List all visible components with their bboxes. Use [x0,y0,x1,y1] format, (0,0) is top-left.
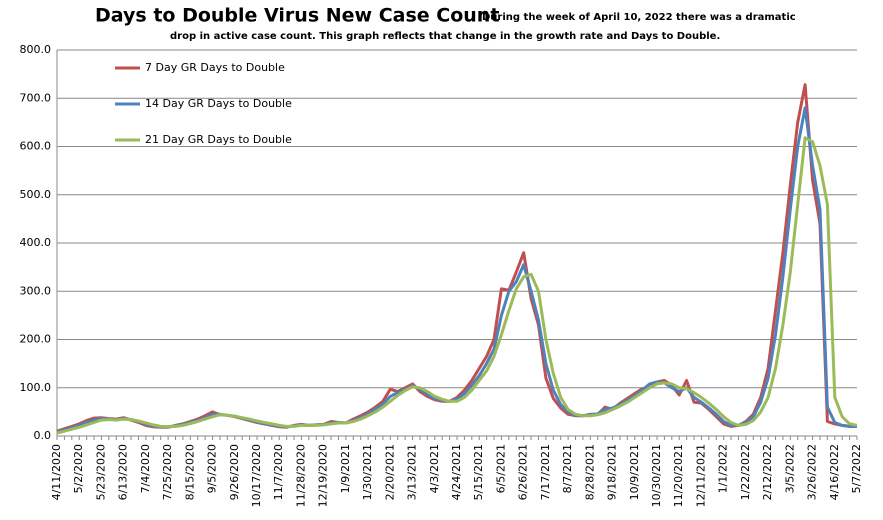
x-tick-label: 7/4/2020 [139,444,152,493]
x-tick-label: 5/7/2022 [850,444,863,493]
x-tick-label: 1/9/2021 [339,444,352,493]
x-tick-label: 10/17/2020 [250,444,263,507]
x-tick-label: 5/23/2020 [94,444,107,500]
y-tick-label: 0.0 [34,429,52,442]
chart-title: Days to Double Virus New Case Count [95,5,499,27]
y-tick-label: 400.0 [20,236,52,249]
x-tick-label: 4/11/2020 [50,444,63,500]
note-line: During the week of April 10, 2022 there … [482,12,796,23]
series-line [56,106,857,434]
x-tick-label: 11/28/2020 [294,444,307,507]
x-tick-label: 9/18/2021 [606,444,619,500]
x-tick-label: 6/13/2020 [117,444,130,500]
x-tick-label: 5/15/2021 [472,444,485,500]
x-tick-label: 7/25/2020 [161,444,174,500]
x-tick-label: 8/28/2021 [583,444,596,500]
x-tick-label: 3/13/2021 [406,444,419,500]
x-tick-label: 4/24/2021 [450,444,463,500]
x-tick-label: 11/7/2020 [272,444,285,500]
x-tick-label: 7/17/2021 [539,444,552,500]
y-tick-label: 700.0 [20,91,52,104]
x-tick-label: 3/26/2022 [806,444,819,500]
x-tick-label: 9/5/2020 [206,444,219,493]
x-tick-label: 5/2/2020 [72,444,85,493]
legend-label: 7 Day GR Days to Double [145,61,285,74]
x-tick-label: 10/30/2021 [650,444,663,507]
x-tick-label: 8/7/2021 [561,444,574,493]
series-line [56,136,858,435]
x-tick-label: 12/11/2021 [694,444,707,507]
y-tick-label: 500.0 [20,188,52,201]
x-tick-label: 9/26/2020 [228,444,241,500]
y-tick-label: 300.0 [20,284,52,297]
x-tick-label: 6/26/2021 [517,444,530,500]
y-tick-label: 100.0 [20,381,52,394]
x-tick-label: 11/20/2021 [672,444,685,507]
x-tick-label: 1/30/2021 [361,444,374,500]
x-tick-label: 4/16/2022 [828,444,841,500]
y-tick-label: 200.0 [20,333,52,346]
x-tick-label: 12/19/2020 [317,444,330,507]
x-tick-label: 3/5/2022 [783,444,796,493]
legend-label: 14 Day GR Days to Double [145,97,292,110]
x-tick-label: 10/9/2021 [628,444,641,500]
x-tick-label: 2/20/2021 [383,444,396,500]
x-tick-label: 8/15/2020 [183,444,196,500]
y-tick-label: 600.0 [20,140,52,153]
x-tick-label: 2/12/2022 [761,444,774,500]
y-tick-label: 800.0 [20,43,52,56]
x-tick-label: 1/22/2022 [739,444,752,500]
legend-label: 21 Day GR Days to Double [145,133,292,146]
note-line: drop in active case count. This graph re… [170,31,720,42]
x-tick-label: 4/3/2021 [428,444,441,493]
x-tick-label: 1/1/2022 [717,444,730,493]
x-tick-label: 6/5/2021 [494,444,507,493]
